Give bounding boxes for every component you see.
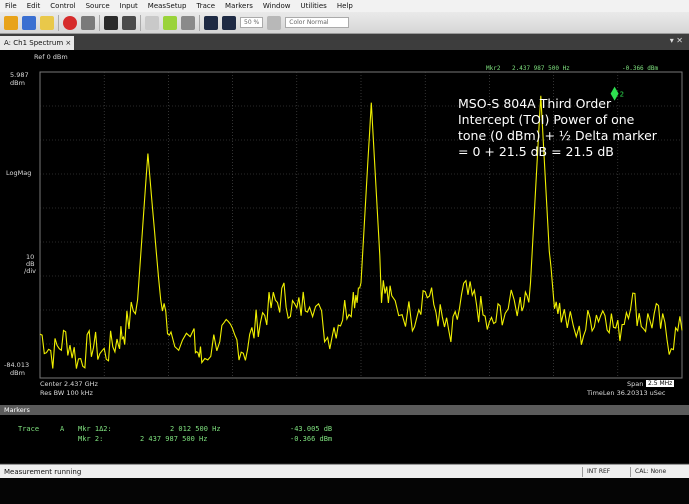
tab-label: A: Ch1 Spectrum [4,39,64,47]
marker-header-label: Mkr2 [486,65,501,72]
status-message: Measurement running [4,468,82,476]
spectrum-trace-0 [39,95,683,369]
toolbar-separator [140,14,141,31]
toolbar: 50 % Color Normal [0,12,689,34]
window-controls-icon[interactable]: ▾ ✕ [669,36,683,45]
window-icon[interactable] [204,15,218,30]
menu-markers[interactable]: Markers [225,2,253,10]
marker-freq: 2 437 987 500 Hz [140,435,208,443]
menu-input[interactable]: Input [119,2,138,10]
bottom-strip [0,478,689,504]
marker-2-diamond [610,86,619,101]
marker-type: Mkr 2: [78,435,104,443]
spectrum-plot[interactable]: 21Δ2 Ref 0 dBm 5.987 dBm LogMag 10 dB /d… [0,50,689,405]
marker-num: A [60,425,65,433]
marker-header-value: -0.366 dBm [622,65,659,72]
marker-value: -43.005 dB [290,425,333,433]
color-mode-select[interactable]: Color Normal [285,17,350,28]
int-ref-button[interactable]: INT REF [582,467,614,477]
toolbar-separator [58,14,59,31]
menu-utilities[interactable]: Utilities [300,2,327,10]
y-bottom-unit: dBm [10,369,25,377]
grid-icon[interactable] [122,15,136,30]
rbw-label: Res BW 100 kHz [40,389,93,397]
window2-icon[interactable] [222,15,236,30]
status-bar: Measurement running INT REF CAL: None [0,464,689,479]
folder-icon[interactable] [40,15,54,30]
scale-unit-div: /div [24,267,36,275]
scale-unit-db: dB [26,260,35,268]
menu-bar: File Edit Control Source Input MeasSetup… [0,0,689,12]
menu-trace[interactable]: Trace [196,2,216,10]
toolbar-separator [199,14,200,31]
markers-panel-title: Markers [0,405,689,415]
marker-trace: Trace [18,425,40,433]
span-label: Span [627,380,644,388]
menu-window[interactable]: Window [262,2,291,10]
marker-row[interactable]: Trace A Mkr 1Δ2: 2 012 500 Hz -43.005 dB [0,425,689,434]
spectrum-graph: 21Δ2 [39,71,683,379]
close-icon[interactable]: × [65,39,72,47]
marker-2-label: 2 [620,91,624,99]
marker-type: Mkr 1Δ2: [78,425,112,433]
tab-ch1-spectrum[interactable]: A: Ch1 Spectrum × [0,36,74,50]
run-icon[interactable] [4,15,18,30]
pointer-icon[interactable] [145,15,159,30]
timelen-label: TimeLen 36.20313 uSec [587,389,666,397]
menu-help[interactable]: Help [336,2,353,10]
layout-icon[interactable] [104,15,118,30]
markers-panel: Trace A Mkr 1Δ2: 2 012 500 Hz -43.005 dB… [0,415,689,463]
menu-edit[interactable]: Edit [26,2,41,10]
marker-row[interactable]: Mkr 2: 2 437 987 500 Hz -0.366 dBm [0,435,689,444]
menu-control[interactable]: Control [50,2,76,10]
color-swatch-icon[interactable] [267,15,282,30]
scale-mode-label: LogMag [6,169,32,177]
marker-value: -0.366 dBm [290,435,333,443]
pause-icon[interactable] [22,15,36,30]
peak-icon[interactable] [181,15,195,30]
toolbar-separator [99,14,100,31]
ref-level-label: Ref 0 dBm [34,53,68,61]
menu-source[interactable]: Source [85,2,110,10]
play-icon[interactable] [81,15,95,30]
span-value[interactable]: 2.5 MHz [646,380,675,387]
marker-icon[interactable] [163,15,177,30]
y-top-value: 5.987 [10,71,29,79]
record-icon[interactable] [63,15,77,30]
tab-bar: A: Ch1 Spectrum × ▾ ✕ [0,34,689,50]
marker-header-freq: 2.437 987 500 Hz [512,65,570,72]
menu-file[interactable]: File [5,2,17,10]
zoom-field[interactable]: 50 % [240,17,264,28]
scale-value: 10 [26,253,35,261]
cal-status-button[interactable]: CAL: None [630,467,670,477]
y-bottom-value: -84.013 [4,361,30,369]
annotation-text: MSO-S 804A Third Order Intercept (TOI) P… [458,96,657,159]
center-freq-label: Center 2.437 GHz [40,380,98,388]
y-top-unit: dBm [10,79,25,87]
marker-freq: 2 012 500 Hz [170,425,221,433]
menu-meassetup[interactable]: MeasSetup [147,2,187,10]
